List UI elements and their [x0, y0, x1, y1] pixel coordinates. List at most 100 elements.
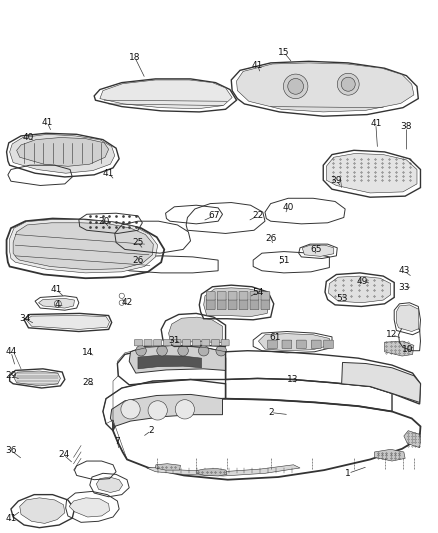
- Polygon shape: [13, 371, 60, 386]
- FancyBboxPatch shape: [297, 340, 306, 349]
- Polygon shape: [342, 362, 420, 402]
- Polygon shape: [20, 498, 65, 523]
- Polygon shape: [404, 431, 420, 448]
- FancyBboxPatch shape: [250, 292, 259, 300]
- FancyBboxPatch shape: [239, 299, 248, 310]
- Polygon shape: [169, 317, 223, 343]
- Polygon shape: [26, 316, 110, 329]
- FancyBboxPatch shape: [282, 340, 292, 349]
- Polygon shape: [302, 245, 334, 256]
- FancyBboxPatch shape: [206, 299, 215, 310]
- Circle shape: [157, 345, 167, 356]
- Text: 41: 41: [42, 118, 53, 127]
- Text: 1: 1: [345, 469, 351, 478]
- Circle shape: [216, 345, 226, 356]
- Text: 20: 20: [99, 217, 110, 225]
- FancyBboxPatch shape: [144, 340, 152, 346]
- FancyBboxPatch shape: [163, 340, 171, 346]
- Circle shape: [337, 73, 359, 95]
- Text: 28: 28: [82, 378, 93, 387]
- Text: 40: 40: [23, 133, 34, 142]
- Text: 38: 38: [401, 123, 412, 131]
- Text: 7: 7: [114, 437, 120, 446]
- Circle shape: [175, 400, 194, 419]
- Circle shape: [198, 345, 209, 356]
- Polygon shape: [237, 63, 414, 112]
- Text: 2: 2: [148, 426, 154, 435]
- Text: 41: 41: [370, 119, 381, 128]
- Circle shape: [178, 345, 188, 356]
- FancyBboxPatch shape: [228, 299, 237, 310]
- Text: 42: 42: [121, 298, 133, 307]
- Polygon shape: [100, 80, 232, 109]
- Text: 31: 31: [169, 336, 180, 344]
- Polygon shape: [129, 345, 226, 373]
- FancyBboxPatch shape: [268, 340, 277, 349]
- Polygon shape: [328, 276, 391, 303]
- Text: 24: 24: [58, 450, 69, 459]
- Text: 34: 34: [20, 314, 31, 323]
- Polygon shape: [204, 288, 269, 317]
- Text: 40: 40: [283, 204, 294, 212]
- FancyBboxPatch shape: [261, 292, 270, 300]
- Text: 18: 18: [129, 53, 141, 62]
- FancyBboxPatch shape: [239, 292, 248, 300]
- Circle shape: [148, 401, 167, 420]
- FancyBboxPatch shape: [154, 340, 162, 346]
- FancyBboxPatch shape: [324, 340, 333, 349]
- Text: 12: 12: [386, 330, 398, 339]
- Text: 44: 44: [5, 348, 17, 356]
- Polygon shape: [13, 223, 153, 270]
- Text: 22: 22: [252, 212, 263, 220]
- Text: 54: 54: [252, 288, 263, 296]
- Polygon shape: [39, 298, 74, 308]
- Text: 39: 39: [331, 176, 342, 184]
- Polygon shape: [147, 465, 300, 476]
- Text: 26: 26: [132, 256, 144, 264]
- Polygon shape: [396, 305, 418, 332]
- Text: 53: 53: [336, 294, 347, 303]
- FancyBboxPatch shape: [202, 340, 210, 346]
- Text: 25: 25: [132, 238, 144, 247]
- FancyBboxPatch shape: [192, 340, 200, 346]
- FancyBboxPatch shape: [183, 340, 191, 346]
- Text: 41: 41: [252, 61, 263, 69]
- Circle shape: [288, 78, 304, 94]
- Text: 36: 36: [5, 446, 17, 455]
- Polygon shape: [374, 449, 405, 461]
- Text: 61: 61: [269, 333, 281, 342]
- FancyBboxPatch shape: [221, 340, 229, 346]
- Polygon shape: [196, 469, 227, 476]
- Polygon shape: [138, 356, 201, 369]
- Polygon shape: [17, 138, 109, 166]
- Text: 51: 51: [278, 256, 290, 264]
- FancyBboxPatch shape: [250, 299, 259, 310]
- Text: 65: 65: [311, 245, 322, 254]
- Text: 43: 43: [398, 266, 410, 275]
- Text: 4: 4: [54, 301, 60, 309]
- Text: 10: 10: [402, 345, 413, 353]
- FancyBboxPatch shape: [212, 340, 219, 346]
- Text: 14: 14: [82, 349, 93, 357]
- Circle shape: [136, 345, 146, 356]
- Text: 41: 41: [5, 514, 17, 522]
- Circle shape: [121, 400, 140, 419]
- Circle shape: [341, 77, 355, 91]
- FancyBboxPatch shape: [206, 292, 215, 300]
- FancyBboxPatch shape: [311, 340, 321, 349]
- FancyBboxPatch shape: [173, 340, 181, 346]
- FancyBboxPatch shape: [217, 299, 226, 310]
- Polygon shape: [69, 498, 110, 517]
- Text: 13: 13: [287, 375, 298, 384]
- Text: 41: 41: [50, 285, 62, 294]
- Text: 2: 2: [268, 408, 273, 417]
- Polygon shape: [385, 341, 414, 356]
- FancyBboxPatch shape: [261, 299, 270, 310]
- FancyBboxPatch shape: [228, 292, 237, 300]
- Text: 26: 26: [265, 235, 276, 243]
- FancyBboxPatch shape: [217, 292, 226, 300]
- Polygon shape: [110, 394, 223, 426]
- Polygon shape: [155, 464, 180, 470]
- Text: 67: 67: [208, 212, 219, 220]
- Text: 41: 41: [103, 169, 114, 177]
